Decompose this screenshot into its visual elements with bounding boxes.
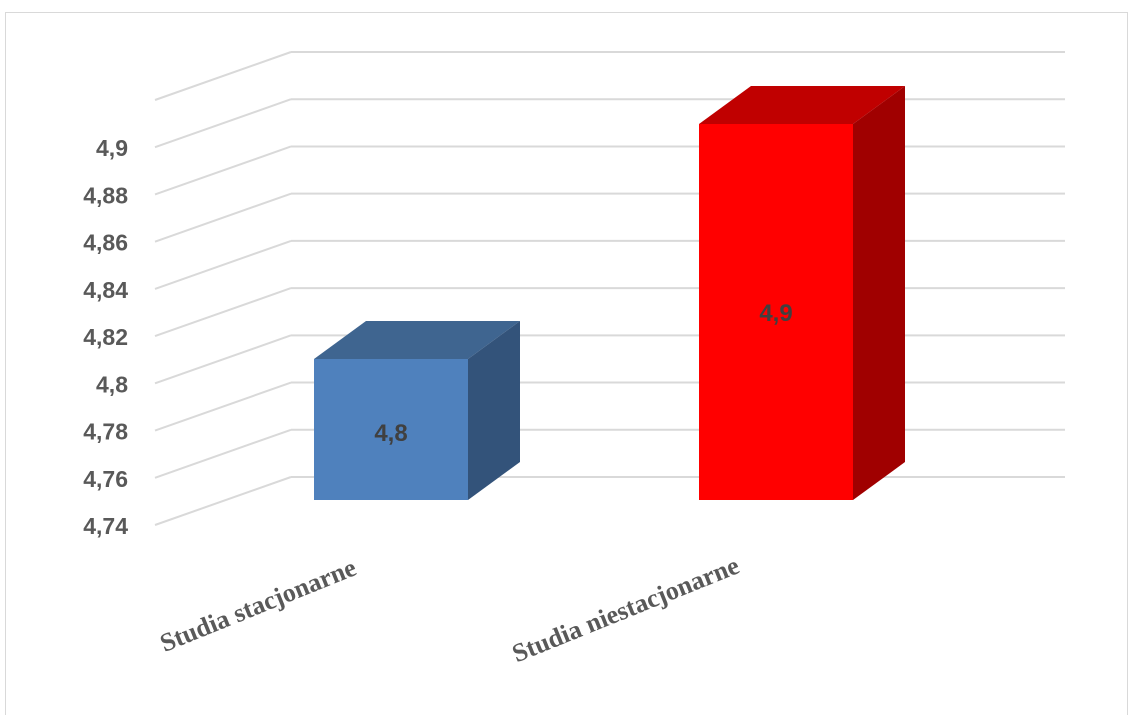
y-tick-label: 4,88 <box>83 182 128 208</box>
gridline <box>154 287 1065 338</box>
bar: 4,9 <box>699 86 905 500</box>
y-tick-label: 4,74 <box>83 513 128 539</box>
y-tick-label: 4,76 <box>83 466 128 492</box>
gridline <box>154 428 1065 479</box>
gridline <box>154 381 1065 432</box>
gridline <box>154 334 1065 385</box>
y-axis-ticks: 4,74 4,76 4,78 4,8 4,82 4,84 4,86 4,88 4,9 <box>83 135 128 539</box>
bar-top <box>699 86 905 124</box>
y-tick-label: 4,84 <box>83 277 128 303</box>
bar-front <box>699 124 853 500</box>
category-label: Studia niestacjonarne <box>508 551 743 669</box>
y-tick-label: 4,78 <box>83 419 128 445</box>
gridline <box>154 98 1065 149</box>
bar-front <box>314 359 468 500</box>
y-tick-label: 4,82 <box>83 324 128 350</box>
bar-side <box>853 86 905 500</box>
category-label: Studia stacjonarne <box>156 553 360 658</box>
gridline <box>154 476 1065 526</box>
gridline <box>154 145 1065 196</box>
x-axis-categories: Studia stacjonarne Studia niestacjonarne <box>156 551 743 669</box>
chart-frame <box>5 12 1128 715</box>
y-tick-label: 4,9 <box>96 135 128 161</box>
bar-top <box>314 321 520 359</box>
gridline <box>154 192 1065 243</box>
gridline <box>154 239 1065 290</box>
bar: 4,8 <box>314 321 520 500</box>
y-tick-label: 4,86 <box>83 230 128 256</box>
data-label: 4,9 <box>759 300 792 327</box>
data-label: 4,8 <box>374 420 407 447</box>
gridlines <box>154 51 1065 526</box>
bars: 4,8 4,9 <box>314 86 905 500</box>
y-tick-label: 4,8 <box>96 371 128 397</box>
gridline <box>154 51 1065 101</box>
bar-side <box>468 321 520 500</box>
